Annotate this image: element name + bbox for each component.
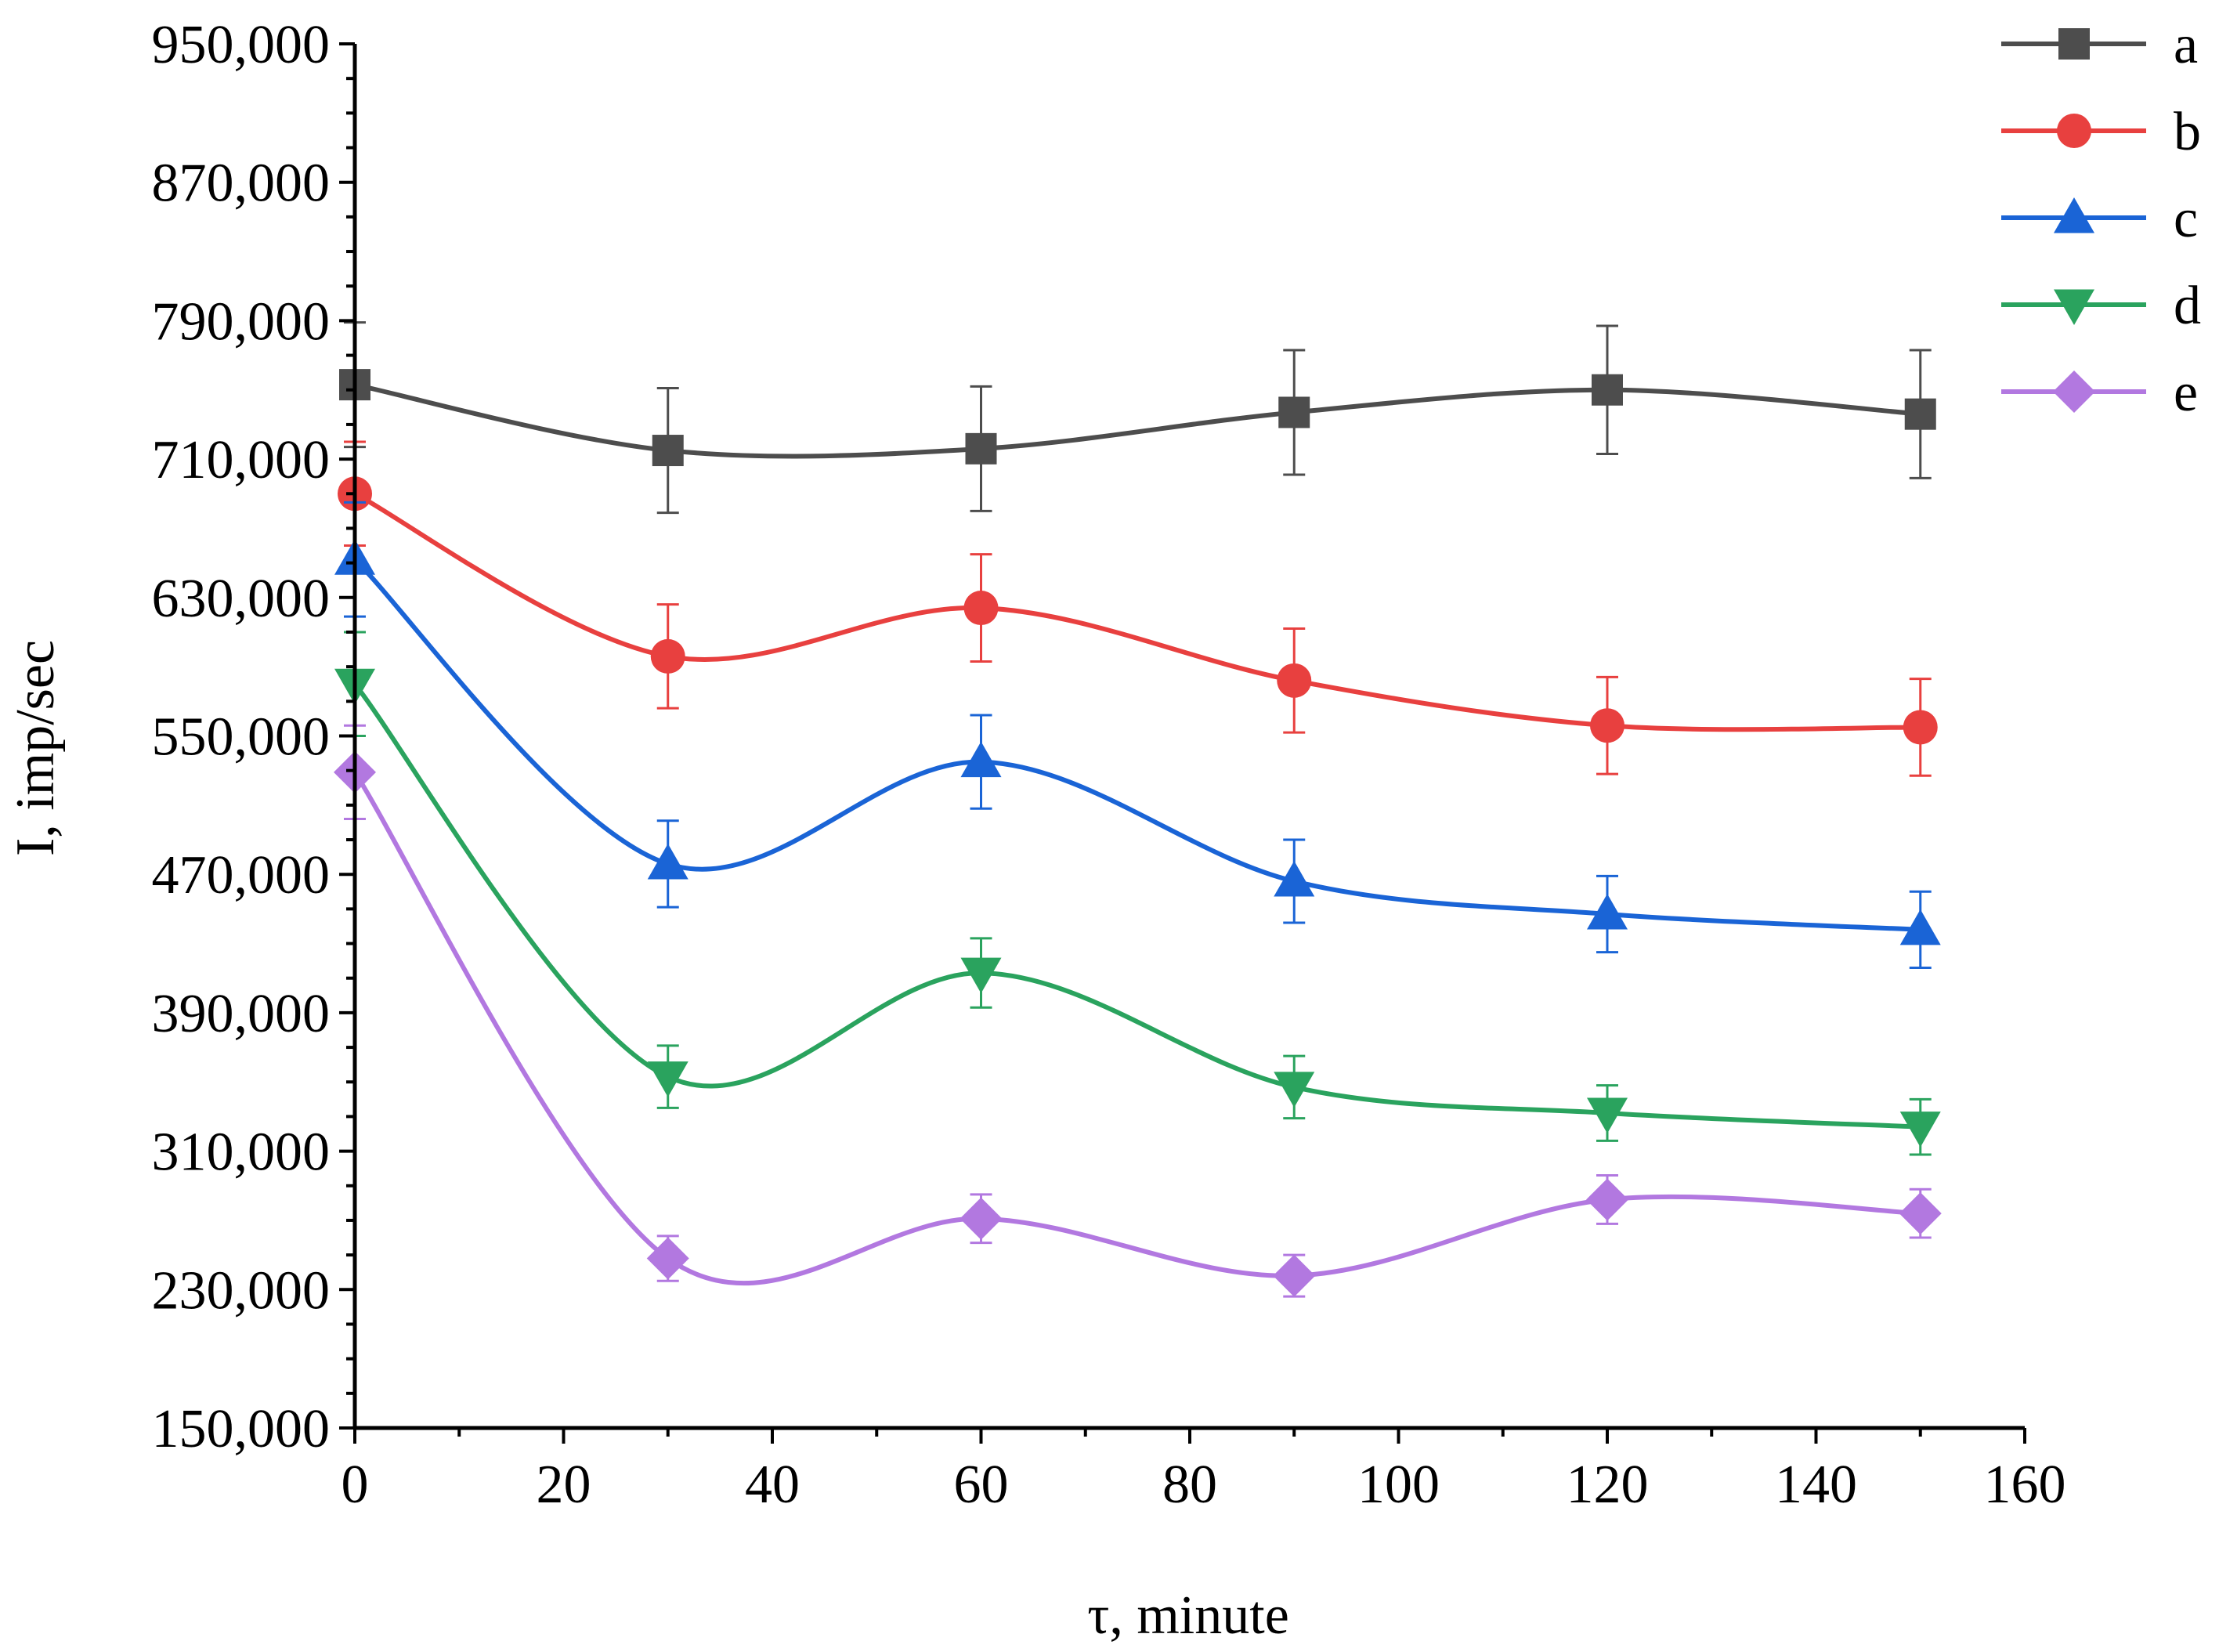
legend-marker [2054,197,2094,233]
data-point-b [1277,663,1312,698]
series-line-d [352,682,1921,1130]
data-point-d [1274,1072,1315,1108]
x-tick-label: 0 [342,1455,369,1515]
y-tick-label: 950,000 [152,15,331,75]
x-tick-label: 80 [1162,1455,1217,1515]
series-line-a [354,382,1921,459]
series-e [334,724,1942,1298]
data-point-a [1592,374,1623,406]
legend-item-d: d [2001,276,2201,336]
y-tick-label: 630,000 [152,569,331,629]
data-point-b [650,638,685,674]
data-point-c [647,843,688,880]
series-layer [334,321,1942,1298]
y-tick-label: 390,000 [152,984,331,1044]
series-line-c [352,558,1921,932]
series-b [338,440,1938,777]
series-d [334,631,1941,1156]
data-point-a [652,435,684,467]
data-point-a [1278,396,1310,428]
series-line-e [352,771,1921,1286]
y-tick-label: 230,000 [152,1260,331,1321]
data-point-a [1904,398,1936,430]
data-point-a [965,432,997,465]
data-point-e [1586,1178,1628,1221]
x-tick-label: 160 [1984,1455,2066,1515]
data-point-e [1273,1254,1316,1297]
legend-marker [2054,289,2094,325]
y-tick-label: 150,000 [152,1399,331,1459]
series-a [339,321,1936,515]
y-axis-title: I, imp/sec [5,640,66,856]
legend-label: d [2174,276,2201,336]
legend-marker [2053,371,2095,413]
series-line-b [353,491,1921,732]
data-point-c [1274,861,1315,897]
data-point-d [1587,1097,1628,1134]
y-tick-label: 790,000 [152,291,331,352]
data-point-c [1899,909,1941,945]
x-axis-title: τ, minute [1087,1585,1289,1646]
x-tick-label: 120 [1567,1455,1649,1515]
legend-item-b: b [2001,102,2201,162]
x-tick-label: 20 [537,1455,591,1515]
legend-label: e [2174,363,2198,423]
x-tick-label: 60 [954,1455,1009,1515]
data-point-e [960,1197,1003,1240]
x-tick-label: 40 [745,1455,800,1515]
y-tick-label: 870,000 [152,154,331,214]
data-point-c [960,741,1002,778]
legend-marker [2057,114,2091,148]
data-point-d [960,957,1002,994]
x-tick-label: 100 [1357,1455,1440,1515]
y-tick-label: 710,000 [152,430,331,490]
legend-item-e: e [2001,363,2198,423]
axes: 0 20 40 60 80 100 120 140 160 150,000 230,000 310,0… [152,15,2066,1515]
data-point-c [1587,894,1628,930]
legend-item-a: a [2001,15,2198,75]
legend-label: c [2174,189,2198,249]
data-point-d [1899,1112,1941,1148]
data-point-b [963,591,999,626]
data-point-b [1590,708,1624,743]
y-tick-label: 310,000 [152,1122,331,1183]
legend-label: a [2174,15,2198,75]
y-tick-label: 470,000 [152,845,331,906]
legend-label: b [2174,102,2201,162]
series-c [334,501,1941,969]
data-point-d [647,1061,688,1097]
legend-item-c: c [2001,189,2198,249]
x-tick-label: 140 [1775,1455,1857,1515]
legend-marker [2058,28,2090,60]
data-point-b [1903,710,1938,745]
y-tick-label: 550,000 [152,707,331,768]
data-point-e [646,1237,689,1280]
data-point-e [1899,1192,1942,1235]
